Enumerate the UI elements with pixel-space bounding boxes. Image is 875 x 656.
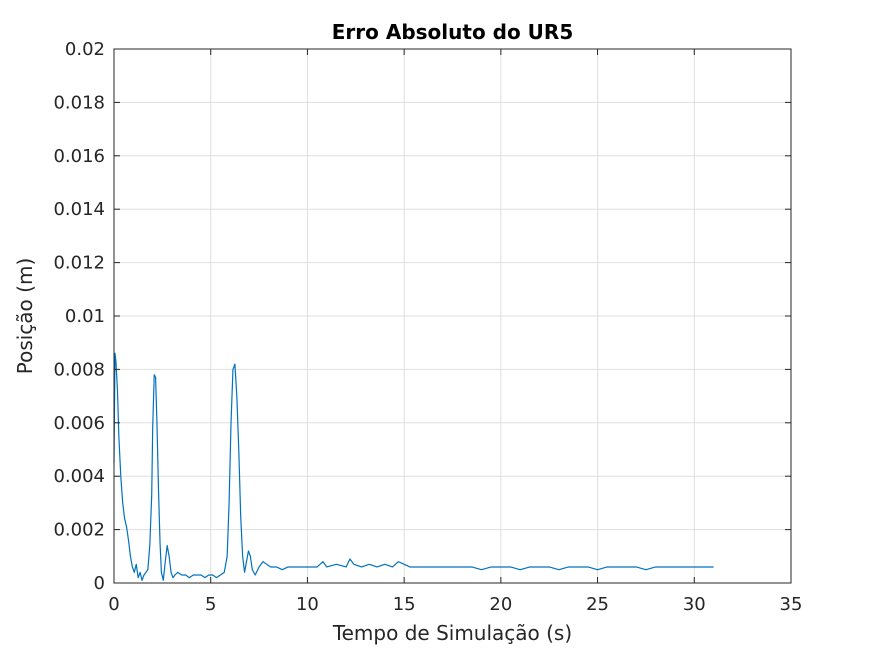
series-line [113, 352, 714, 581]
x-tick-label: 25 [586, 594, 609, 615]
y-tick-label: 0.014 [53, 199, 105, 220]
ticks [113, 48, 792, 584]
x-tick-label: 35 [780, 594, 803, 615]
y-tick-label: 0.02 [65, 39, 105, 60]
x-tick-label: 20 [489, 594, 512, 615]
x-tick-label: 0 [108, 594, 119, 615]
chart-title: Erro Absoluto do UR5 [332, 20, 573, 44]
x-tick-label: 5 [205, 594, 216, 615]
x-tick-label: 30 [683, 594, 706, 615]
y-tick-label: 0 [94, 573, 105, 594]
x-tick-label: 10 [296, 594, 319, 615]
x-axis-label: Tempo de Simulação (s) [332, 621, 572, 645]
y-tick-label: 0.012 [53, 253, 105, 274]
y-tick-label: 0.01 [65, 306, 105, 327]
y-tick-label: 0.004 [53, 466, 105, 487]
x-tick-label: 15 [393, 594, 416, 615]
y-tick-labels: 0 0.002 0.004 0.006 0.008 0.01 0.012 0.014 0.016… [53, 39, 105, 594]
y-tick-label: 0.006 [53, 413, 105, 434]
y-tick-label: 0.016 [53, 146, 105, 167]
x-tick-labels: 0 5 10 15 20 25 30 35 [108, 594, 802, 615]
grid [114, 49, 791, 583]
y-axis-label: Posição (m) [13, 258, 37, 375]
y-tick-label: 0.018 [53, 92, 105, 113]
y-tick-label: 0.002 [53, 520, 105, 541]
y-tick-label: 0.008 [53, 359, 105, 380]
